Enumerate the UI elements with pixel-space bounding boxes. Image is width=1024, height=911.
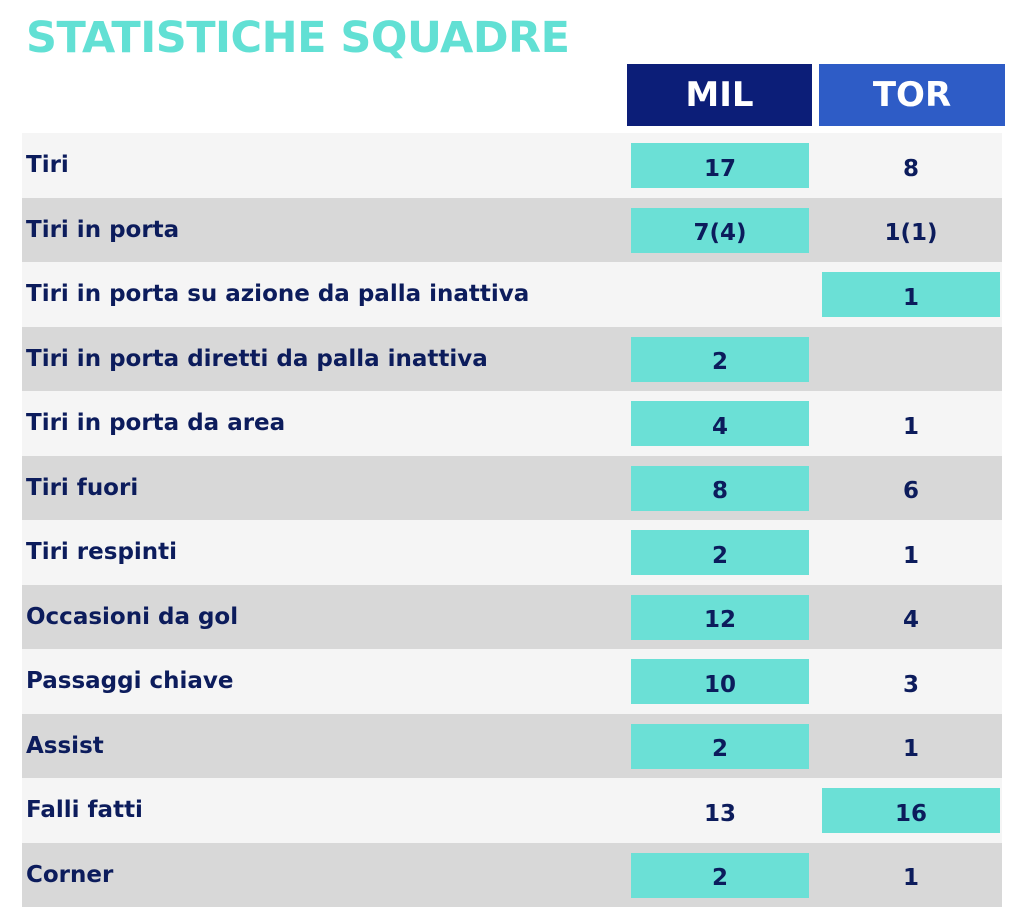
- stat-value-away: 1(1): [884, 220, 938, 246]
- stat-value-home: [631, 272, 809, 317]
- stat-value-away: 1: [902, 542, 919, 569]
- stat-row: Tiri respinti 2 1: [22, 520, 1002, 585]
- stat-row: Falli fatti 13 16: [22, 778, 1002, 843]
- stat-row: Tiri in porta su azione da palla inattiv…: [22, 262, 1002, 327]
- stat-value-away: 8: [902, 155, 919, 182]
- stat-row: Corner 2 1: [22, 842, 1002, 907]
- stat-label: Tiri fuori: [26, 474, 139, 501]
- stat-value-home: 2: [631, 723, 809, 769]
- stat-value-home: 10: [631, 659, 809, 704]
- stat-label: Falli fatti: [26, 797, 143, 824]
- stat-value-away: 16: [822, 788, 1000, 833]
- stat-label: Corner: [26, 861, 114, 888]
- stat-label: Tiri: [26, 152, 69, 179]
- stat-row: Tiri in porta 7(4) 1(1): [22, 197, 1002, 262]
- stat-row: Tiri 17 8: [22, 133, 1002, 198]
- stat-row: Tiri fuori 8 6: [22, 455, 1002, 520]
- stat-value-away: 1: [902, 865, 919, 891]
- stat-value-home: 2: [631, 336, 809, 382]
- stat-row: Tiri in porta diretti da palla inattiva …: [22, 326, 1002, 391]
- stat-value-away: 1: [822, 272, 1000, 317]
- stats-table: Tiri 17 8 Tiri in porta 7(4) 1(1) Tiri i…: [22, 133, 1002, 907]
- stat-label: Tiri in porta su azione da palla inattiv…: [26, 281, 530, 308]
- stat-label: Tiri in porta da area: [26, 410, 286, 437]
- stat-value-home: 13: [703, 800, 736, 827]
- stat-label: Assist: [26, 732, 104, 759]
- stat-row: Tiri in porta da area 4 1: [22, 391, 1002, 456]
- stat-label: Tiri in porta: [26, 216, 180, 243]
- stat-value-home: 8: [631, 465, 809, 511]
- stat-value-home: 7(4): [631, 207, 809, 253]
- stat-value-away: 6: [902, 478, 919, 504]
- page-title: STATISTICHE SQUADRE: [26, 13, 570, 63]
- stat-row: Occasioni da gol 12 4: [22, 584, 1002, 649]
- stat-label: Occasioni da gol: [26, 603, 239, 630]
- stat-value-home: 12: [631, 594, 809, 640]
- team-header-away: TOR: [819, 64, 1005, 126]
- stat-value-home: 4: [631, 401, 809, 446]
- stat-value-home: 2: [631, 530, 809, 575]
- team-header-home: MIL: [627, 64, 812, 126]
- stat-value-home: 17: [631, 143, 809, 188]
- stat-label: Tiri in porta diretti da palla inattiva: [26, 345, 488, 372]
- stat-label: Passaggi chiave: [26, 668, 234, 695]
- stat-value-away: 1: [902, 736, 919, 762]
- stat-value-home: 2: [631, 852, 809, 898]
- stat-row: Passaggi chiave 10 3: [22, 649, 1002, 714]
- stat-value-away: [822, 337, 1000, 382]
- stat-row: Assist 2 1: [22, 713, 1002, 778]
- stat-value-away: 4: [902, 607, 919, 633]
- stat-label: Tiri respinti: [26, 539, 178, 566]
- stat-value-away: 3: [902, 671, 919, 698]
- stat-value-away: 1: [902, 413, 919, 440]
